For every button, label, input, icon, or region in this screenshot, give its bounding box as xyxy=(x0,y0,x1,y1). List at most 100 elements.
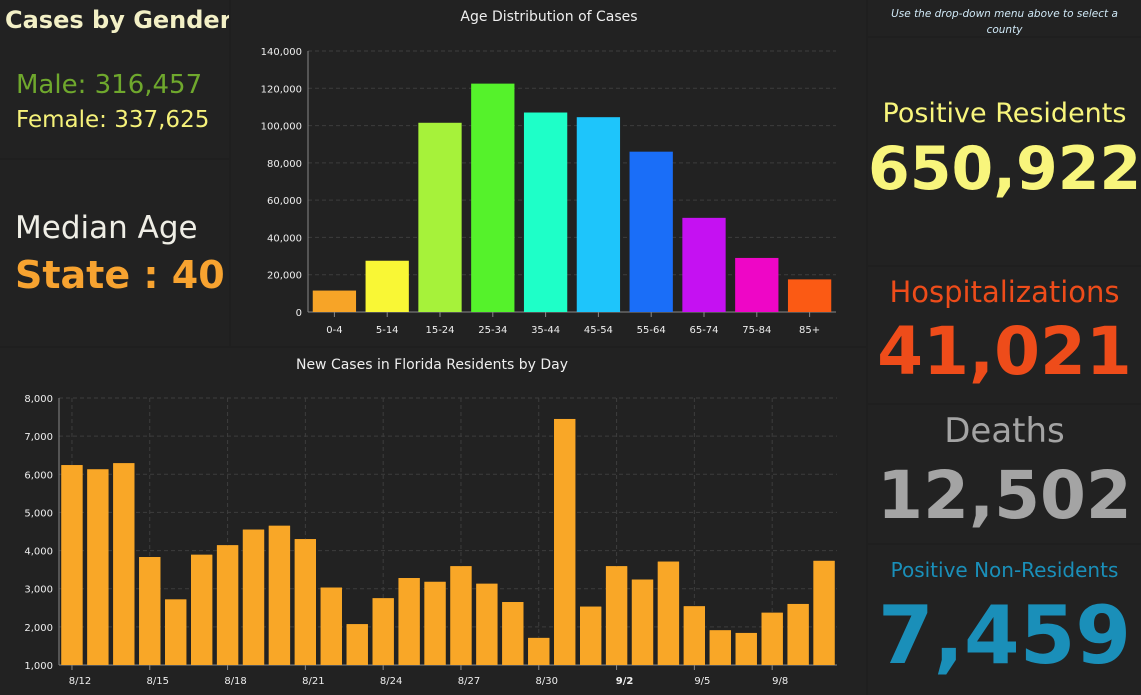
x-tick-label: 65-74 xyxy=(689,325,718,336)
bar xyxy=(312,290,357,312)
gender-panel: Cases by Gender Male: 316,457 Female: 33… xyxy=(0,0,229,158)
age-distribution-panel: Age Distribution of Cases 0 20,000 40,000 6… xyxy=(231,0,866,346)
y-tick-label: 140,000 xyxy=(261,47,302,58)
bar xyxy=(320,587,342,665)
non-residents-value: 7,459 xyxy=(877,589,1132,682)
bar xyxy=(787,603,809,665)
bar xyxy=(165,599,187,665)
county-note: Use the drop-down menu above to select a… xyxy=(891,8,1118,36)
bar xyxy=(735,632,757,665)
bar xyxy=(580,606,602,665)
x-tick-label: 8/18 xyxy=(224,676,246,687)
bar xyxy=(554,418,576,665)
y-tick-label: 60,000 xyxy=(267,196,302,207)
bar xyxy=(418,122,462,313)
deaths-label: Deaths xyxy=(944,411,1065,451)
age-distribution-chart: Age Distribution of Cases 0 20,000 40,000 6… xyxy=(261,9,836,336)
y-tick-label: 3,000 xyxy=(24,585,53,596)
gender-title: Cases by Gender xyxy=(5,6,229,34)
x-tick-label: 8/21 xyxy=(302,676,324,687)
hospitalizations-label: Hospitalizations xyxy=(889,275,1120,309)
x-tick-label: 9/8 xyxy=(772,676,788,687)
y-tick-label: 6,000 xyxy=(24,470,53,481)
bar xyxy=(631,579,654,665)
daily-cases-panel: New Cases in Florida Residents by Day 1,… xyxy=(0,348,866,695)
deaths-value: 12,502 xyxy=(877,457,1132,534)
bar xyxy=(528,637,550,665)
x-tick-label: 25-34 xyxy=(478,325,507,336)
bar xyxy=(502,602,524,665)
bar xyxy=(61,465,83,665)
bar xyxy=(365,260,409,312)
bar xyxy=(450,566,472,665)
x-tick-label: 5-14 xyxy=(376,325,399,336)
x-tick-label: 35-44 xyxy=(531,325,560,336)
female-count: Female: 337,625 xyxy=(16,107,210,133)
x-tick-label: 45-54 xyxy=(584,325,613,336)
daily-cases-chart: New Cases in Florida Residents by Day 1,… xyxy=(24,357,837,687)
bar xyxy=(576,117,621,312)
x-tick-label: 0-4 xyxy=(326,325,342,336)
x-tick-label: 9/5 xyxy=(694,676,710,687)
bar xyxy=(268,525,291,665)
x-tick-label: 75-84 xyxy=(742,325,771,336)
deaths-panel: Deaths 12,502 xyxy=(868,405,1141,543)
bar xyxy=(216,545,239,665)
x-tick-label: 8/24 xyxy=(380,676,402,687)
y-tick-label: 40,000 xyxy=(267,233,302,244)
x-tick-label: 8/30 xyxy=(536,676,558,687)
median-age-label: Median Age xyxy=(15,210,198,246)
bar xyxy=(709,630,731,665)
bar xyxy=(682,217,726,312)
daily-chart-title: New Cases in Florida Residents by Day xyxy=(296,357,568,373)
x-tick-label: 85+ xyxy=(799,325,820,336)
positive-residents-panel: Positive Residents 650,922 xyxy=(868,38,1141,265)
y-tick-label: 80,000 xyxy=(267,159,302,170)
y-tick-label: 20,000 xyxy=(267,271,302,282)
median-age-panel: Median Age State : 40 xyxy=(0,160,229,346)
bar xyxy=(372,598,394,665)
bar xyxy=(523,112,568,313)
hospitalizations-value: 41,021 xyxy=(877,313,1132,390)
positive-residents-value: 650,922 xyxy=(868,134,1141,204)
bar xyxy=(242,529,265,665)
y-tick-label: 2,000 xyxy=(24,623,53,634)
bar xyxy=(191,554,213,665)
bar xyxy=(813,560,835,665)
bar xyxy=(476,583,498,665)
bar xyxy=(629,151,673,312)
bar xyxy=(471,83,515,312)
positive-residents-label: Positive Residents xyxy=(882,98,1127,129)
age-chart-title: Age Distribution of Cases xyxy=(460,9,637,25)
y-tick-label: 120,000 xyxy=(261,84,302,95)
y-tick-label: 8,000 xyxy=(24,394,53,405)
x-tick-label: 55-64 xyxy=(637,325,666,336)
y-tick-label: 4,000 xyxy=(24,547,53,558)
hospitalizations-panel: Hospitalizations 41,021 xyxy=(868,267,1141,403)
bar xyxy=(761,612,783,665)
y-tick-label: 0 xyxy=(296,308,302,319)
x-tick-label: 8/15 xyxy=(147,676,169,687)
x-tick-label: 15-24 xyxy=(425,325,454,336)
bar xyxy=(424,581,446,665)
y-tick-label: 5,000 xyxy=(24,508,53,519)
bar xyxy=(294,539,316,665)
bar xyxy=(735,257,779,312)
x-tick-label: 8/27 xyxy=(458,676,480,687)
bar xyxy=(87,469,109,665)
bar xyxy=(113,463,135,665)
bar xyxy=(398,578,420,665)
median-age-value: State : 40 xyxy=(15,253,225,297)
y-tick-label: 100,000 xyxy=(261,122,302,133)
bar xyxy=(657,561,680,665)
non-residents-label: Positive Non-Residents xyxy=(890,558,1119,582)
bar xyxy=(139,557,161,665)
bar xyxy=(605,566,628,665)
non-residents-panel: Positive Non-Residents 7,459 xyxy=(868,545,1141,695)
bar xyxy=(346,624,368,665)
y-tick-label: 1,000 xyxy=(24,661,53,672)
bar xyxy=(683,606,705,665)
male-count: Male: 316,457 xyxy=(16,70,203,100)
x-tick-label: 9/2 xyxy=(616,676,634,687)
x-tick-label: 8/12 xyxy=(69,676,91,687)
